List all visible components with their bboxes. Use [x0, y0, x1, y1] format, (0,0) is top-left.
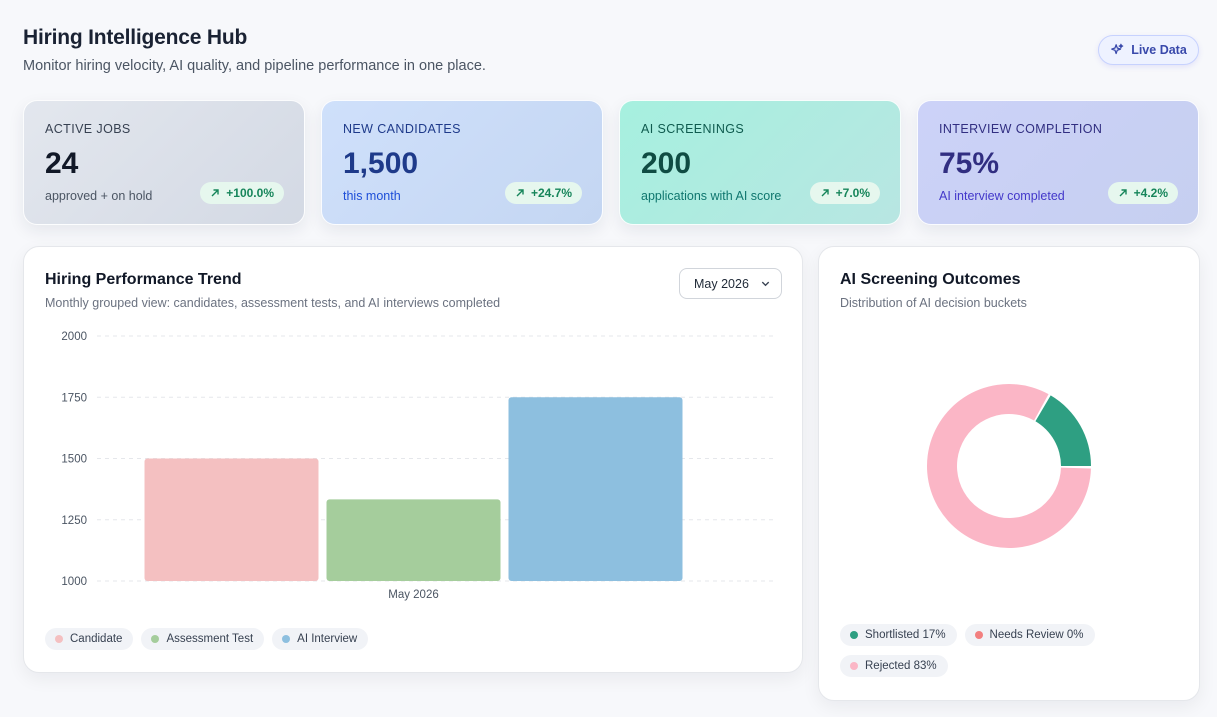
arrow-up-right-icon	[821, 189, 829, 197]
legend-dot	[55, 635, 63, 643]
arrow-up-right-icon	[1119, 189, 1127, 197]
legend-item-shortlisted[interactable]: Shortlisted 17%	[840, 624, 957, 646]
kpi-value: 1,500	[343, 147, 419, 180]
outcomes-title: AI Screening Outcomes	[840, 271, 1021, 288]
kpi-label: NEW CANDIDATES	[343, 122, 461, 136]
outcomes-subtitle: Distribution of AI decision buckets	[840, 296, 1027, 310]
kpi-delta-badge: +24.7%	[504, 182, 582, 204]
hiring-trend-card: Hiring Performance Trend Monthly grouped…	[23, 246, 803, 673]
trend-legend: Candidate Assessment Test AI Interview	[45, 628, 369, 650]
kpi-card-ai-screenings: AI SCREENINGS 200 applications with AI s…	[619, 100, 901, 225]
legend-item-assessment-test[interactable]: Assessment Test	[141, 628, 265, 650]
kpi-note: approved + on hold	[45, 189, 153, 203]
outcomes-donut-chart	[927, 384, 1091, 548]
legend-dot	[282, 635, 291, 643]
kpi-label: ACTIVE JOBS	[45, 122, 131, 136]
y-tick-label: 1750	[61, 392, 87, 404]
kpi-label: AI SCREENINGS	[641, 122, 745, 136]
kpi-delta-value: +100.0%	[226, 186, 274, 200]
legend-dot	[850, 662, 858, 670]
kpi-delta-value: +7.0%	[835, 186, 870, 200]
kpi-value: 75%	[939, 147, 1000, 180]
page-title: Hiring Intelligence Hub	[23, 26, 248, 49]
trend-bar-chart: 2000 1750 1500 1250 1000 May 2026	[61, 331, 774, 601]
live-data-button[interactable]: Live Data	[1098, 35, 1199, 65]
y-tick-label: 2000	[61, 331, 87, 343]
kpi-note: this month	[343, 189, 401, 203]
trend-title: Hiring Performance Trend	[45, 271, 242, 288]
kpi-value: 24	[45, 147, 79, 180]
trend-subtitle: Monthly grouped view: candidates, assess…	[45, 296, 501, 310]
bar-assessment-test[interactable]	[326, 499, 501, 581]
legend-item-needs-review[interactable]: Needs Review 0%	[964, 624, 1095, 646]
x-tick-label: May 2026	[388, 589, 439, 601]
outcomes-legend: Shortlisted 17% Needs Review 0% Rejected 8…	[840, 624, 1140, 677]
kpi-value: 200	[641, 147, 692, 180]
ai-outcomes-card: AI Screening Outcomes Distribution of AI…	[818, 246, 1200, 701]
legend-label: Assessment Test	[166, 633, 254, 645]
kpi-delta-value: +4.2%	[1133, 186, 1168, 200]
kpi-note: applications with AI score	[641, 189, 782, 203]
donut-slice-shortlisted[interactable]	[1035, 395, 1091, 467]
legend-item-candidate[interactable]: Candidate	[45, 628, 134, 650]
arrow-up-right-icon	[516, 189, 524, 197]
live-data-label: Live Data	[1131, 43, 1187, 57]
legend-dot	[151, 635, 160, 643]
legend-label: Candidate	[70, 633, 123, 645]
kpi-card-interview-completion: INTERVIEW COMPLETION 75% AI interview co…	[917, 100, 1199, 225]
legend-item-ai-interview[interactable]: AI Interview	[272, 628, 369, 650]
legend-dot	[850, 631, 858, 639]
chevron-down-icon	[761, 281, 770, 287]
bar-candidate[interactable]	[144, 458, 319, 582]
sparkles-icon	[1111, 43, 1124, 55]
kpi-note: AI interview completed	[939, 189, 1065, 203]
legend-label: Needs Review 0%	[989, 629, 1084, 641]
y-tick-label: 1000	[61, 576, 87, 588]
legend-label: Shortlisted 17%	[865, 629, 946, 641]
month-select[interactable]: May 2026	[679, 268, 782, 299]
legend-item-rejected[interactable]: Rejected 83%	[840, 655, 948, 677]
kpi-delta-badge: +7.0%	[809, 182, 880, 204]
legend-label: AI Interview	[297, 633, 358, 645]
kpi-card-new-candidates: NEW CANDIDATES 1,500 this month +24.7%	[321, 100, 603, 225]
kpi-label: INTERVIEW COMPLETION	[939, 122, 1103, 136]
kpi-card-active-jobs: ACTIVE JOBS 24 approved + on hold +100.0…	[23, 100, 305, 225]
kpi-delta-value: +24.7%	[530, 186, 572, 200]
y-tick-label: 1250	[61, 515, 87, 527]
donut-slice-rejected[interactable]	[927, 384, 1091, 548]
bar-ai-interview[interactable]	[508, 397, 683, 581]
arrow-up-right-icon	[211, 189, 219, 197]
legend-label: Rejected 83%	[865, 660, 937, 672]
month-select-value: May 2026	[694, 276, 749, 291]
y-tick-label: 1500	[61, 454, 87, 466]
page-subtitle: Monitor hiring velocity, AI quality, and…	[23, 58, 486, 74]
kpi-delta-badge: +100.0%	[200, 182, 284, 204]
legend-dot	[974, 631, 983, 639]
kpi-delta-badge: +4.2%	[1107, 182, 1178, 204]
